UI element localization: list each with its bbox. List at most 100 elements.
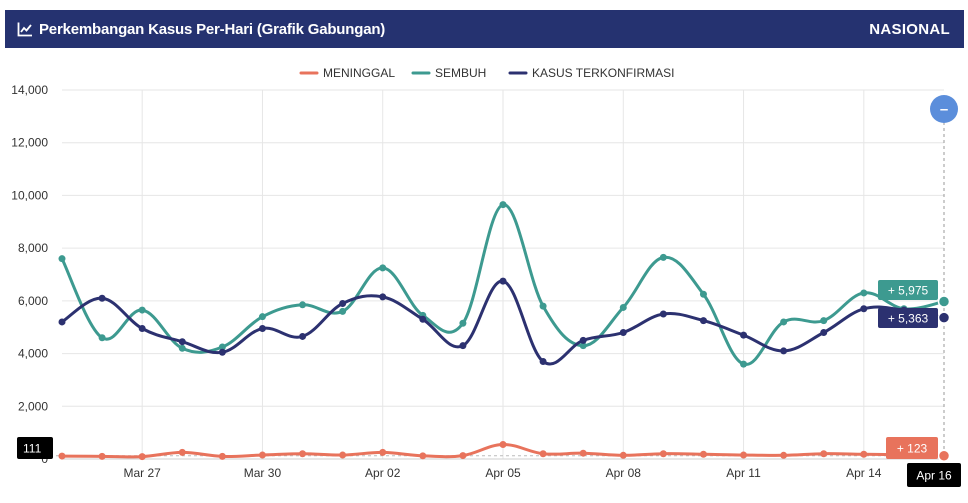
data-point-meninggal[interactable] <box>659 450 667 458</box>
tooltip-konfirmasi-box <box>878 308 938 328</box>
zoom-button[interactable] <box>930 95 958 123</box>
legend-label-konfirmasi: KASUS TERKONFIRMASI <box>532 66 674 80</box>
data-point-meninggal[interactable] <box>740 451 748 459</box>
data-point-sembuh[interactable] <box>258 313 266 321</box>
header-left: Perkembangan Kasus Per-Hari (Grafik Gabu… <box>17 21 385 38</box>
data-point-sembuh[interactable] <box>780 318 788 326</box>
data-point-sembuh[interactable] <box>937 295 951 308</box>
data-point-sembuh[interactable] <box>740 360 748 368</box>
x-tick-label: Mar 30 <box>244 466 282 480</box>
x-tick-label: Mar 27 <box>124 466 162 480</box>
tooltip-meninggal-box <box>886 437 938 459</box>
data-point-konfirmasi[interactable] <box>740 331 748 339</box>
tooltip-meninggal-left-box <box>17 437 53 459</box>
data-point-konfirmasi[interactable] <box>379 293 387 301</box>
data-point-sembuh[interactable] <box>58 255 66 263</box>
data-point-sembuh[interactable] <box>98 334 106 342</box>
y-tick-label: 10,000 <box>11 188 48 202</box>
tooltip-konfirmasi: + 5,363 <box>888 312 929 326</box>
data-point-meninggal[interactable] <box>937 449 951 463</box>
legend-label-sembuh: SEMBUH <box>435 66 486 80</box>
data-point-konfirmasi[interactable] <box>138 325 146 333</box>
y-tick-label: 14,000 <box>11 83 48 97</box>
data-point-sembuh[interactable] <box>579 342 587 350</box>
tooltip-meninggal: + 123 <box>897 442 928 456</box>
data-point-sembuh[interactable] <box>178 344 186 352</box>
region-label: NASIONAL <box>869 20 950 38</box>
tooltip-x-date: Apr 16 <box>916 469 952 483</box>
data-point-meninggal[interactable] <box>98 452 106 460</box>
data-point-konfirmasi[interactable] <box>339 299 347 307</box>
data-point-sembuh[interactable] <box>339 307 347 315</box>
data-point-meninggal[interactable] <box>218 452 226 460</box>
data-point-sembuh[interactable] <box>299 301 307 309</box>
y-tick-label: 8,000 <box>18 241 48 255</box>
data-point-konfirmasi[interactable] <box>58 318 66 326</box>
chart-header: Perkembangan Kasus Per-Hari (Grafik Gabu… <box>5 10 964 48</box>
data-point-konfirmasi[interactable] <box>820 328 828 336</box>
data-point-meninggal[interactable] <box>619 451 627 459</box>
tooltip-x-date-box <box>907 463 961 487</box>
data-point-konfirmasi[interactable] <box>178 338 186 346</box>
y-tick-label: 4,000 <box>18 347 48 361</box>
data-point-sembuh[interactable] <box>659 253 667 261</box>
data-point-sembuh[interactable] <box>138 306 146 314</box>
data-point-konfirmasi[interactable] <box>299 332 307 340</box>
data-point-meninggal[interactable] <box>419 452 427 460</box>
data-point-meninggal[interactable] <box>178 448 186 456</box>
x-tick-label: Apr 02 <box>365 466 401 480</box>
tooltip-meninggal-left: 111 <box>23 442 42 456</box>
tooltip-sembuh: + 5,975 <box>888 284 929 298</box>
data-point-meninggal[interactable] <box>699 450 707 458</box>
data-point-meninggal[interactable] <box>820 450 828 458</box>
y-tick-label: 2,000 <box>18 399 48 413</box>
data-point-konfirmasi[interactable] <box>218 348 226 356</box>
y-tick-label: 6,000 <box>18 294 48 308</box>
data-point-konfirmasi[interactable] <box>860 305 868 313</box>
data-point-sembuh[interactable] <box>820 317 828 325</box>
data-point-meninggal[interactable] <box>379 448 387 456</box>
data-point-meninggal[interactable] <box>339 451 347 459</box>
data-point-konfirmasi[interactable] <box>258 325 266 333</box>
data-point-konfirmasi[interactable] <box>937 311 951 324</box>
tooltip-sembuh-box <box>878 280 938 300</box>
data-point-konfirmasi[interactable] <box>780 347 788 355</box>
data-point-meninggal[interactable] <box>58 452 66 460</box>
x-tick-label: Apr 08 <box>606 466 642 480</box>
data-point-sembuh[interactable] <box>499 201 507 209</box>
data-point-meninggal[interactable] <box>258 451 266 459</box>
data-point-sembuh[interactable] <box>459 319 467 327</box>
zoom-out-icon: – <box>940 101 948 118</box>
data-point-sembuh[interactable] <box>860 289 868 297</box>
data-point-konfirmasi[interactable] <box>659 310 667 318</box>
data-point-konfirmasi[interactable] <box>499 277 507 285</box>
data-point-sembuh[interactable] <box>218 343 226 351</box>
data-point-sembuh[interactable] <box>379 264 387 272</box>
data-point-sembuh[interactable] <box>699 290 707 298</box>
data-point-sembuh[interactable] <box>539 302 547 310</box>
line-chart-icon <box>17 22 32 37</box>
legend-label-meninggal: MENINGGAL <box>323 66 395 80</box>
x-tick-label: Apr 11 <box>726 466 761 480</box>
data-point-konfirmasi[interactable] <box>539 357 547 365</box>
data-point-konfirmasi[interactable] <box>699 317 707 325</box>
data-point-konfirmasi[interactable] <box>419 315 427 323</box>
data-point-konfirmasi[interactable] <box>579 336 587 344</box>
data-point-konfirmasi[interactable] <box>459 342 467 350</box>
data-point-meninggal[interactable] <box>579 449 587 457</box>
chart-title: Perkembangan Kasus Per-Hari (Grafik Gabu… <box>39 20 386 38</box>
data-point-meninggal[interactable] <box>299 450 307 458</box>
x-tick-label: Apr 05 <box>485 466 521 480</box>
data-point-meninggal[interactable] <box>459 452 467 460</box>
data-point-meninggal[interactable] <box>499 441 507 449</box>
data-point-meninggal[interactable] <box>539 450 547 458</box>
data-point-konfirmasi[interactable] <box>619 328 627 336</box>
data-point-meninggal[interactable] <box>780 451 788 459</box>
data-point-sembuh[interactable] <box>619 303 627 311</box>
x-tick-label: Apr 14 <box>846 466 882 480</box>
y-tick-label: 12,000 <box>11 136 48 150</box>
data-point-konfirmasi[interactable] <box>98 294 106 302</box>
data-point-meninggal[interactable] <box>138 453 146 461</box>
data-point-meninggal[interactable] <box>860 450 868 458</box>
